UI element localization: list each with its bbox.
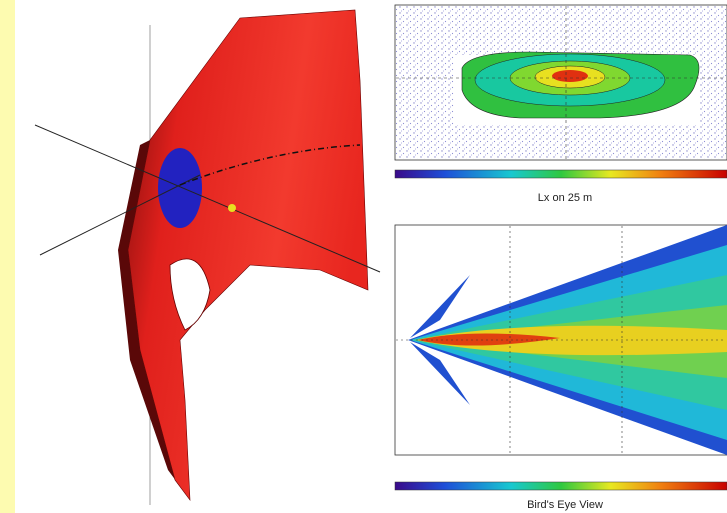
marker	[228, 204, 236, 212]
screen: Lx on 25 m Bird's Eye View	[0, 0, 727, 513]
blue-disk	[158, 148, 202, 228]
color-bar	[395, 170, 727, 178]
caption: Lx on 25 m	[538, 192, 592, 204]
caption: Bird's Eye View	[527, 499, 603, 511]
page: Lx on 25 m Bird's Eye View (() => { cons…	[0, 0, 727, 513]
top-plot: Lx on 25 m	[395, 5, 727, 204]
color-bar	[395, 482, 727, 490]
